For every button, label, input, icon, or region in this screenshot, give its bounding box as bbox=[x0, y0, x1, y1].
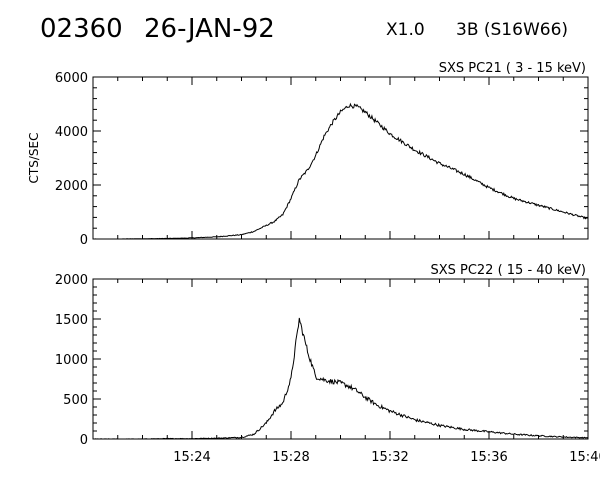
series-line-1 bbox=[93, 102, 589, 240]
x-tick-label: 15:28 bbox=[272, 450, 309, 465]
y-axis-label: CTS/SEC bbox=[27, 133, 41, 184]
x-tick-label: 15:40 bbox=[569, 450, 600, 465]
y-tick-label: 4000 bbox=[55, 125, 88, 140]
plot-frame bbox=[92, 76, 589, 240]
y-tick-label: 1000 bbox=[55, 353, 88, 368]
y-tick-label: 2000 bbox=[55, 179, 88, 194]
chart-panel-1: SXS PC21 ( 3 - 15 keV) 0 2000 4000 6000 CTS/S… bbox=[27, 61, 589, 248]
panel-title: SXS PC21 ( 3 - 15 keV) bbox=[439, 61, 586, 76]
y-tick-label: 6000 bbox=[55, 71, 88, 86]
chart-panel-2: SXS PC22 ( 15 - 40 keV) 0 500 1000 1500 2000 1… bbox=[55, 263, 600, 465]
y-tick-label: 2000 bbox=[55, 273, 88, 288]
event-id: 02360 bbox=[40, 14, 123, 44]
panel-title: SXS PC22 ( 15 - 40 keV) bbox=[430, 263, 586, 278]
x-tick-label: 15:32 bbox=[371, 450, 408, 465]
optical-class: 3B (S16W66) bbox=[456, 20, 569, 40]
event-date: 26-JAN-92 bbox=[144, 14, 275, 44]
goes-class: X1.0 bbox=[386, 20, 425, 40]
x-tick-label: 15:24 bbox=[173, 450, 210, 465]
y-tick-label: 1500 bbox=[55, 313, 88, 328]
series-line-1 bbox=[92, 317, 589, 440]
x-tick-label: 15:36 bbox=[470, 450, 507, 465]
plot-frame bbox=[92, 278, 589, 440]
y-tick-label: 0 bbox=[80, 233, 88, 248]
y-tick-label: 0 bbox=[80, 433, 88, 448]
y-tick-label: 500 bbox=[63, 393, 88, 408]
